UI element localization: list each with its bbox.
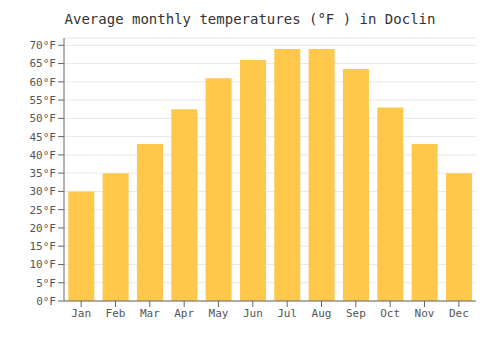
svg-text:5°F: 5°F — [36, 277, 56, 290]
svg-text:25°F: 25°F — [30, 204, 57, 217]
html-text:Average monthly temperatures (: Average monthly temperatures (°F ) in Do… — [64, 11, 436, 27]
svg-text:May: May — [209, 307, 229, 320]
svg-text:40°F: 40°F — [30, 149, 57, 162]
svg-text:70°F: 70°F — [30, 39, 57, 52]
svg-text:Jan: Jan — [71, 307, 91, 320]
svg-text:60°F: 60°F — [30, 76, 57, 89]
svg-text:Sep: Sep — [346, 307, 366, 320]
svg-text:Nov: Nov — [415, 307, 435, 320]
svg-text:15°F: 15°F — [30, 240, 57, 253]
svg-text:Apr: Apr — [174, 307, 194, 320]
svg-text:20°F: 20°F — [30, 222, 57, 235]
svg-text:35°F: 35°F — [30, 167, 57, 180]
svg-text:65°F: 65°F — [30, 57, 57, 70]
svg-text:10°F: 10°F — [30, 258, 57, 271]
svg-text:30°F: 30°F — [30, 185, 57, 198]
svg-text:Dec: Dec — [449, 307, 469, 320]
svg-text:50°F: 50°F — [30, 112, 57, 125]
svg-text:Feb: Feb — [106, 307, 126, 320]
svg-text:Mar: Mar — [140, 307, 160, 320]
svg-text:Aug: Aug — [312, 307, 332, 320]
svg-text:0°F: 0°F — [36, 295, 56, 308]
svg-text:45°F: 45°F — [30, 131, 57, 144]
svg-text:55°F: 55°F — [30, 94, 57, 107]
svg-text:Jul: Jul — [277, 307, 297, 320]
svg-text:Jun: Jun — [243, 307, 263, 320]
svg-text:Oct: Oct — [380, 307, 400, 320]
